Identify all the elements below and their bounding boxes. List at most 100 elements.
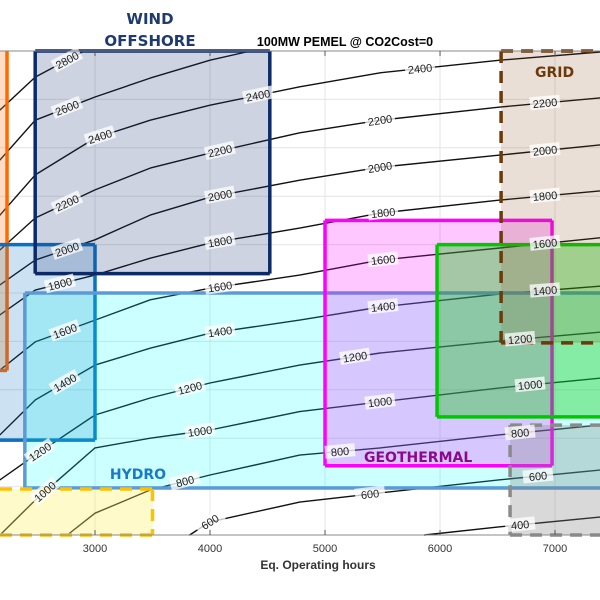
contour-label-group: 2200	[529, 94, 561, 111]
contour-label: 2000	[207, 188, 233, 204]
contour-label-bg	[50, 237, 84, 260]
contour-label: 2400	[407, 62, 433, 76]
chart-title: 100MW PEMEL @ CO2Cost=0	[257, 35, 433, 49]
region-fill	[0, 489, 153, 535]
contour-label-group: 1800	[529, 187, 561, 204]
contour-label-bg	[193, 507, 226, 536]
contour-label-bg	[50, 190, 84, 215]
contour-label-group: 1000	[184, 422, 216, 440]
contour-label: 2000	[367, 160, 393, 176]
contour-label: 1400	[532, 285, 557, 299]
contour-label: 1800	[47, 276, 74, 294]
contour-label-bg	[173, 377, 207, 398]
contour-label: 1400	[207, 325, 233, 340]
contour-label-group: 600	[354, 485, 386, 502]
contour-label: 400	[510, 519, 529, 533]
contour-label-group: 1200	[173, 377, 207, 398]
contour-label-group: 2000	[529, 142, 561, 159]
contour-label-bg	[522, 467, 554, 484]
contour-label-bg	[184, 422, 216, 440]
contour-label-group: 800	[324, 443, 356, 459]
region-wind-onshore	[0, 242, 97, 442]
contour-label-group: 2200	[364, 110, 396, 129]
contour-label: 600	[528, 470, 547, 484]
contour-label-bg	[367, 204, 399, 221]
region-fill	[24, 293, 600, 489]
contour-label-bg	[367, 251, 399, 268]
contour-label: 1600	[207, 280, 233, 295]
region-fill	[0, 51, 8, 371]
contour-label-group: 2000	[364, 157, 396, 176]
contour-label: 2200	[532, 97, 557, 111]
contour-label-group: 1800	[204, 232, 236, 251]
contour-label-bg	[364, 393, 396, 410]
contour-label-bg	[203, 140, 236, 161]
contour-label: 1200	[177, 380, 204, 398]
contour-label-group: 600	[522, 467, 554, 484]
contour-label-group: 1000	[364, 393, 396, 410]
contour-label: 800	[510, 427, 529, 441]
contour-label: 1000	[187, 425, 213, 440]
contour-label-group: 2200	[203, 140, 236, 161]
contour-label-bg	[204, 232, 236, 250]
contour-labels: 2800260024002400240022002200220022002000…	[23, 46, 561, 536]
contour-label-group: 1400	[367, 298, 399, 315]
contour-label: 2200	[207, 143, 234, 160]
contour-label: 600	[360, 488, 380, 502]
contour-label-bg	[364, 110, 396, 129]
contour-label-group: 1800	[43, 273, 77, 294]
contour-label-bg	[404, 60, 436, 77]
contour-label-bg	[241, 85, 275, 105]
contour-label-bg	[367, 298, 399, 315]
contour-label-bg	[529, 282, 561, 298]
contour-label-group: 2400	[404, 60, 436, 77]
region-hydro	[23, 291, 600, 490]
contour-label-group: 400	[504, 516, 536, 533]
x-axis-label: Eq. Operating hours	[260, 558, 376, 572]
wind-offshore-label-line2: OFFSHORE	[104, 32, 195, 50]
contour-label-group: 1000	[514, 376, 546, 393]
hydro-label: HYDRO	[110, 467, 166, 483]
contour-label-bg	[168, 470, 202, 491]
contour-label-bg	[203, 185, 236, 204]
region-orange	[0, 51, 9, 373]
contour-label-bg	[83, 125, 117, 147]
wind-offshore-label-line1: WIND	[126, 10, 173, 28]
contour-label: 1800	[207, 235, 233, 251]
contour-line-1000	[0, 377, 600, 536]
contour-label-group: 2400	[241, 85, 275, 105]
contour-label: 2400	[245, 88, 271, 105]
contour-label-group: 2000	[203, 185, 236, 204]
contour-label-bg	[529, 187, 561, 204]
contour-label-bg	[48, 369, 81, 396]
contour-label-bg	[504, 424, 536, 441]
contour-label: 2000	[532, 144, 558, 158]
x-tick-label: 5000	[313, 543, 337, 555]
contour-lines	[0, 50, 600, 536]
region-yellow	[0, 487, 155, 537]
contour-label-bg	[504, 330, 536, 347]
contour-label-group: 800	[504, 424, 536, 441]
contour-label-bg	[529, 234, 561, 251]
contour-label-group: 1200	[504, 330, 536, 347]
contour-label: 1600	[532, 237, 558, 251]
technology-regions	[0, 49, 600, 537]
contour-label-bg	[364, 157, 396, 176]
contour-label-group: 1600	[367, 251, 399, 268]
contour-label-bg	[48, 319, 82, 342]
contour-label: 2200	[367, 113, 393, 129]
contour-label-group: 1400	[204, 322, 236, 340]
contour-label: 1000	[367, 395, 393, 410]
geothermal-label: GEOTHERMAL	[364, 450, 472, 466]
x-tick-label: 7000	[543, 543, 567, 555]
contour-label-bg	[324, 443, 356, 459]
x-tick-label: 6000	[428, 543, 452, 555]
region-fill	[0, 244, 95, 441]
x-tick-label: 3000	[83, 543, 107, 555]
x-ticks: 3000 4000 5000 6000 7000	[83, 51, 567, 555]
contour-label: 1200	[507, 333, 532, 347]
contour-label-bg	[354, 485, 386, 502]
contour-label-bg	[339, 347, 371, 365]
contour-label-bg	[29, 476, 61, 506]
grid-label: GRID	[535, 65, 574, 81]
